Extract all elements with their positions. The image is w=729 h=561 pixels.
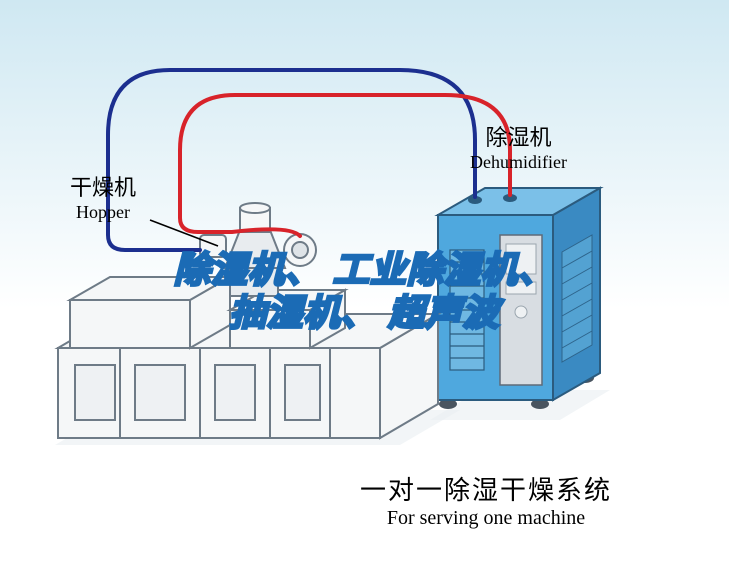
dehumidifier-label-block: 除湿机 Dehumidifier [470, 120, 567, 173]
overlay-line1: 除湿机、 工业除湿机、 [174, 249, 555, 290]
hopper-label-block: 干燥机 Hopper [70, 170, 136, 223]
hopper-label-en: Hopper [70, 202, 136, 223]
title-cn: 一对一除湿干燥系统 [360, 470, 612, 507]
dehumidifier-label-en: Dehumidifier [470, 152, 567, 173]
overlay-text: 除湿机、 工业除湿机、 抽湿机、 超声波 [0, 248, 729, 334]
overlay-line2: 抽湿机、 超声波 [229, 292, 499, 333]
dehumidifier-label-cn: 除湿机 [470, 120, 567, 152]
title-block: 一对一除湿干燥系统 For serving one machine [360, 470, 612, 530]
diagram-canvas: 干燥机 Hopper 除湿机 Dehumidifier 一对一除湿干燥系统 Fo… [0, 0, 729, 561]
title-en: For serving one machine [360, 507, 612, 530]
hopper-label-cn: 干燥机 [70, 170, 136, 202]
